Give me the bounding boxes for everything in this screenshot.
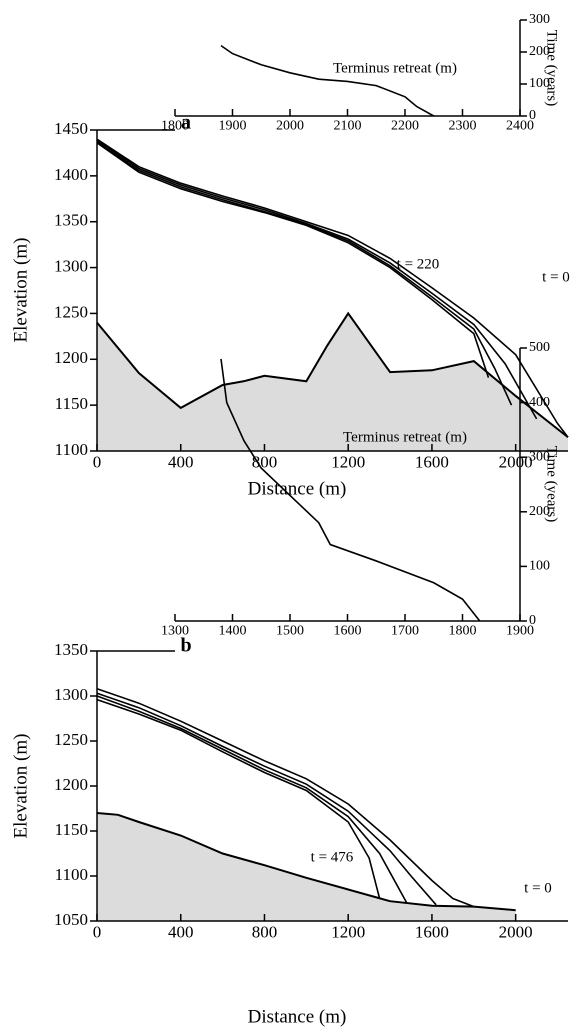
y-tick-label: 100: [529, 559, 550, 574]
x-tick-label: 2000: [499, 453, 533, 472]
bed-area: [97, 813, 516, 921]
x-tick-label: 400: [168, 453, 194, 472]
x-tick-label: 1600: [334, 624, 362, 639]
y-tick-label: 1450: [54, 119, 88, 138]
surface-line: [96, 142, 490, 378]
x-tick-label: 0: [93, 453, 102, 472]
x-tick-label: 1800: [161, 119, 189, 134]
x-tick-label: 1700: [391, 624, 419, 639]
y-tick-label: 1400: [54, 165, 88, 184]
x-tick-label: 1900: [219, 119, 247, 134]
y-tick-label: 1300: [54, 685, 88, 704]
x-tick-label: 1800: [449, 624, 477, 639]
y-tick-label: 1300: [54, 256, 88, 275]
y-tick-label: 1050: [54, 910, 88, 929]
x-tick-label: 2100: [334, 119, 362, 134]
x-tick-label: 1900: [506, 624, 534, 639]
y-tick-label: 500: [529, 340, 550, 355]
inset-title: Terminus retreat (m): [343, 429, 467, 445]
bed-line: [96, 812, 516, 912]
annotation: t = 476: [311, 849, 354, 865]
annotation: t = 0: [542, 269, 570, 285]
y-tick-label: 200: [529, 44, 550, 59]
y-tick-label: 1150: [55, 394, 88, 413]
y-tick-label: 1100: [55, 440, 88, 459]
y-tick-label: 0: [529, 108, 536, 123]
inset-title: Terminus retreat (m): [333, 60, 457, 76]
y-tick-label: 100: [529, 76, 550, 91]
surface-line: [96, 692, 437, 906]
x-tick-label: 1200: [331, 453, 365, 472]
y-tick-label: 300: [529, 12, 550, 27]
surface-line: [96, 688, 475, 908]
y-tick-label: 1250: [54, 302, 88, 321]
y-tick-label: 1250: [54, 730, 88, 749]
x-axis-label: Distance (m): [248, 478, 347, 499]
surface-line: [96, 138, 569, 438]
y-tick-label: 0: [529, 613, 536, 628]
y-axis-label: Elevation (m): [10, 238, 31, 343]
y-tick-label: 1350: [54, 640, 88, 659]
y-tick-label: 1150: [55, 820, 88, 839]
surface-line: [220, 358, 481, 622]
annotation: t = 220: [397, 256, 440, 272]
surface-line: [96, 695, 408, 904]
y-tick-label: 1350: [54, 211, 88, 230]
x-tick-label: 800: [252, 453, 278, 472]
surface-line: [220, 44, 435, 117]
x-tick-label: 1600: [415, 453, 449, 472]
y-tick-label: 1200: [54, 775, 88, 794]
y-tick-label: 400: [529, 395, 550, 410]
x-tick-label: 2400: [506, 119, 534, 134]
bed-area: [97, 313, 568, 451]
x-tick-label: 2300: [449, 119, 477, 134]
panel-label: b: [180, 635, 191, 657]
x-tick-label: 800: [252, 923, 278, 942]
bed-line: [96, 311, 569, 439]
y-tick-label: 1200: [54, 348, 88, 367]
x-tick-label: 1600: [415, 923, 449, 942]
y-axis-label: Time (years): [544, 446, 560, 523]
surface-line: [96, 698, 381, 899]
x-tick-label: 2000: [499, 923, 533, 942]
y-tick-label: 300: [529, 449, 550, 464]
annotation: t = 0: [524, 880, 552, 896]
y-tick-label: 200: [529, 504, 550, 519]
x-tick-label: 2200: [391, 119, 419, 134]
x-tick-label: 2000: [276, 119, 304, 134]
surface-line: [96, 141, 513, 406]
y-tick-label: 1100: [55, 865, 88, 884]
x-tick-label: 1500: [276, 624, 304, 639]
panel-label: a: [181, 112, 191, 134]
y-axis-label: Elevation (m): [10, 734, 31, 839]
x-tick-label: 1400: [219, 624, 247, 639]
y-axis-label: Time (years): [544, 30, 560, 107]
surface-line: [96, 139, 538, 420]
x-axis-label: Distance (m): [248, 1006, 347, 1027]
x-tick-label: 400: [168, 923, 194, 942]
x-tick-label: 0: [93, 923, 102, 942]
x-tick-label: 1200: [331, 923, 365, 942]
x-tick-label: 1300: [161, 624, 189, 639]
